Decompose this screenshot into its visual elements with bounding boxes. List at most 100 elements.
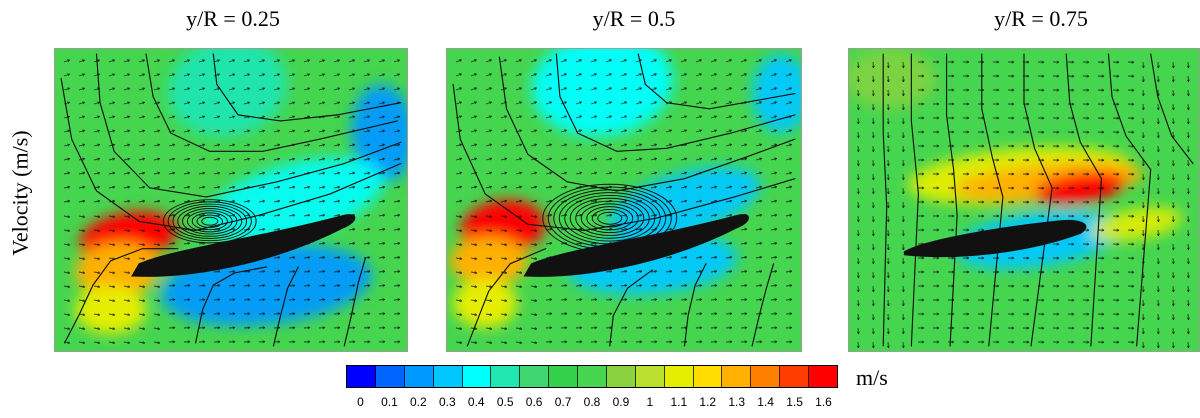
colorbar-tick-label: 1 [646, 395, 654, 409]
colorbar-cell [606, 366, 636, 387]
vector-arrow-head [67, 271, 71, 275]
vector-arrow [710, 143, 717, 147]
vector-arrow-head [217, 270, 221, 274]
vector-arrow-head [202, 59, 205, 63]
vector-arrow [680, 59, 687, 63]
vector-arrow-head [699, 129, 702, 133]
vector-arrow-head [112, 327, 116, 331]
vector-arrow-head [202, 73, 205, 77]
vortex-streamline [564, 194, 656, 242]
vector-arrow-head [202, 185, 206, 189]
vector-arrow-head [856, 233, 860, 237]
vector-arrow-head [699, 185, 703, 189]
vector-arrow [393, 242, 400, 245]
vector-arrow-head [367, 115, 371, 119]
vector-arrow [258, 59, 265, 63]
vector-arrow-head [729, 101, 732, 105]
panel-title-y025: y/R = 0.25 [186, 6, 280, 31]
vector-arrow-head [901, 135, 905, 139]
vector-arrow [93, 101, 100, 105]
vector-arrow [333, 298, 341, 301]
vector-arrow [455, 186, 462, 189]
vector-arrow-head [1171, 275, 1175, 279]
vector-arrow-head [1131, 270, 1135, 274]
vector-arrow-head [886, 317, 890, 321]
vector-arrow [665, 270, 673, 273]
vector-arrow-head [1086, 270, 1090, 274]
vector-arrow [303, 144, 310, 147]
vector-arrow-head [936, 200, 940, 204]
vector-arrow [258, 214, 265, 217]
vector-arrow-head [936, 326, 940, 330]
vector-arrow-head [519, 229, 523, 233]
vector-arrow [515, 172, 522, 175]
vector-arrow-head [901, 191, 905, 195]
vector-arrow-head [921, 88, 925, 92]
vector-arrow-head [1101, 298, 1105, 302]
vector-arrow-head [127, 129, 131, 133]
vector-arrow-head [901, 345, 905, 349]
vector-arrow-head [921, 172, 925, 176]
vector-arrow-head [459, 271, 463, 275]
vector-arrow-head [519, 101, 522, 105]
vector-arrow-head [1071, 270, 1075, 274]
vector-arrow-head [996, 186, 1000, 190]
vector-arrow [318, 144, 325, 147]
vector-arrow-head [533, 59, 537, 62]
vector-arrow-head [1086, 298, 1090, 302]
vector-arrow [575, 157, 582, 161]
vector-arrow [288, 87, 295, 91]
vector-arrow-head [729, 312, 733, 316]
vector-arrow [725, 256, 733, 259]
vector-arrow [485, 143, 492, 147]
vector-arrow [590, 172, 597, 175]
vector-arrow-head [609, 115, 612, 119]
vector-arrow-head [367, 241, 371, 245]
vector-arrow [455, 101, 462, 105]
vector-arrow-head [951, 102, 955, 106]
vector-arrow [153, 59, 160, 63]
vector-arrow-head [996, 214, 1000, 218]
vector-arrow-head [774, 171, 778, 175]
vector-arrow-head [886, 345, 890, 349]
vector-arrow-head [1101, 242, 1105, 246]
vector-arrow [288, 214, 295, 217]
vector-arrow-head [1141, 303, 1145, 307]
vector-arrow-head [729, 129, 732, 133]
vector-arrow-head [594, 101, 597, 105]
vector-arrow-head [67, 215, 71, 219]
vector-arrow [363, 130, 370, 133]
vector-arrow [288, 158, 295, 161]
vector-arrow-head [292, 326, 296, 330]
vector-arrow-head [367, 199, 371, 203]
vector-arrow [258, 130, 265, 133]
vortex-streamline [186, 210, 233, 233]
vector-arrow-head [277, 284, 281, 288]
vector-arrow-head [262, 227, 266, 231]
vector-arrow-head [789, 284, 793, 288]
vector-arrow-head [1171, 261, 1175, 265]
vector-arrow-head [519, 115, 522, 119]
vector-arrow-head [1026, 340, 1030, 344]
vector-arrow-head [322, 199, 326, 203]
vector-arrow-head [981, 312, 985, 316]
vector-arrow-head [1116, 144, 1120, 148]
vector-arrow [740, 242, 747, 245]
vector-arrow-head [684, 157, 688, 161]
vector-arrow-head [699, 255, 703, 259]
vector-arrow-head [714, 312, 718, 316]
vector-arrow [213, 228, 220, 231]
vector-arrow-head [774, 312, 778, 316]
vector-arrow-head [247, 143, 251, 147]
vector-arrow-head [112, 243, 116, 247]
vector-arrow-head [382, 213, 386, 217]
vector-arrow [198, 242, 205, 245]
vector-arrow-head [382, 171, 386, 175]
vector-arrow-head [684, 171, 688, 175]
vector-arrow-head [936, 340, 940, 344]
vector-arrow-head [202, 326, 206, 330]
vector-arrow-head [142, 157, 146, 161]
vector-arrow-head [277, 298, 281, 302]
vector-arrow-head [789, 241, 793, 245]
vector-arrow [455, 243, 462, 246]
